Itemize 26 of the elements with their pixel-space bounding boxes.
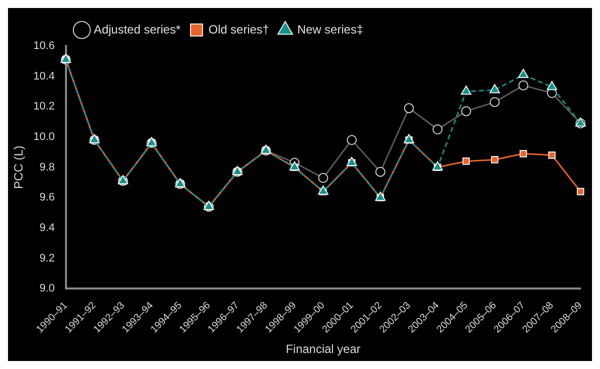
y-tick-label: 10.0 xyxy=(33,131,55,143)
y-tick-label: 9.4 xyxy=(40,222,55,234)
point xyxy=(460,85,472,95)
y-tick-label: 10.4 xyxy=(33,70,55,82)
point xyxy=(432,161,443,171)
point xyxy=(518,68,529,78)
legend-label: Old series† xyxy=(208,22,270,36)
point xyxy=(462,158,470,165)
y-tick-label: 9.6 xyxy=(40,192,55,204)
point xyxy=(491,156,498,164)
x-axis-title: Financial year xyxy=(286,342,361,356)
legend-label: Adjusted series* xyxy=(94,22,181,36)
y-tick-label: 9.2 xyxy=(40,252,55,264)
y-tick-label: 9.8 xyxy=(40,161,55,174)
point xyxy=(520,150,528,158)
point xyxy=(576,188,584,196)
legend-label: New series‡ xyxy=(297,22,364,36)
y-tick-label: 9.0 xyxy=(40,282,55,295)
point xyxy=(489,84,500,94)
y-axis-title: PCC (L) xyxy=(12,146,26,189)
point xyxy=(548,151,556,159)
point xyxy=(546,80,558,90)
y-tick-label: 10.6 xyxy=(33,40,55,52)
y-tick-label: 10.2 xyxy=(33,100,55,113)
point xyxy=(289,161,300,171)
point xyxy=(346,156,358,166)
